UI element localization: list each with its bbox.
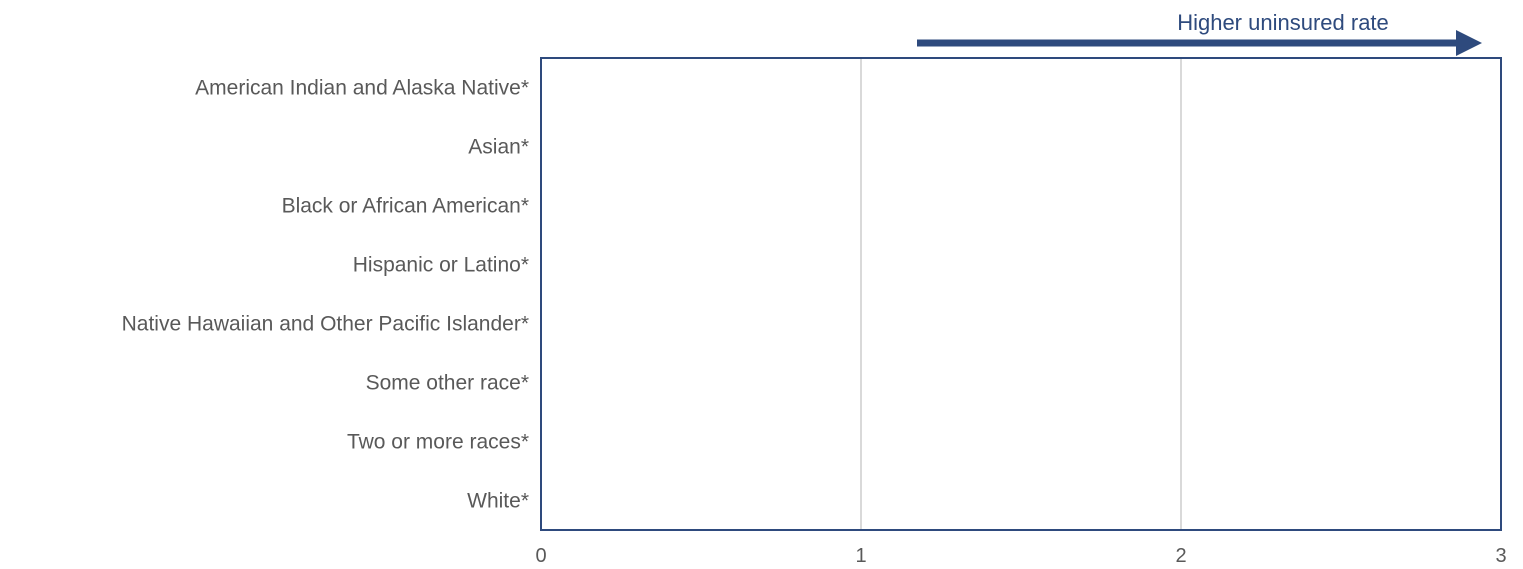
category-label: Asian*: [468, 136, 529, 159]
category-label: Native Hawaiian and Other Pacific Island…: [122, 313, 529, 336]
category-label: Hispanic or Latino*: [353, 254, 529, 277]
category-label: White*: [467, 490, 529, 513]
category-label: Some other race*: [366, 372, 529, 395]
x-tick-label: 0: [535, 545, 546, 567]
x-tick-label: 1: [855, 545, 866, 567]
annotation-text: Higher uninsured rate: [1177, 10, 1389, 35]
y-axis-category-labels: American Indian and Alaska Native* Asian*…: [122, 77, 529, 513]
plot-frame: [540, 57, 1502, 531]
category-label: American Indian and Alaska Native*: [195, 77, 529, 100]
annotation: Higher uninsured rate: [917, 10, 1482, 56]
category-label: Black or African American*: [282, 195, 529, 218]
gridlines: [860, 58, 1182, 530]
annotation-arrow-head: [1456, 30, 1482, 56]
category-label: Two or more races*: [347, 431, 529, 454]
x-tick-label: 2: [1175, 545, 1186, 567]
x-tick-label: 3: [1495, 545, 1506, 567]
x-axis-tick-labels: 0 1 2 3: [535, 545, 1506, 567]
